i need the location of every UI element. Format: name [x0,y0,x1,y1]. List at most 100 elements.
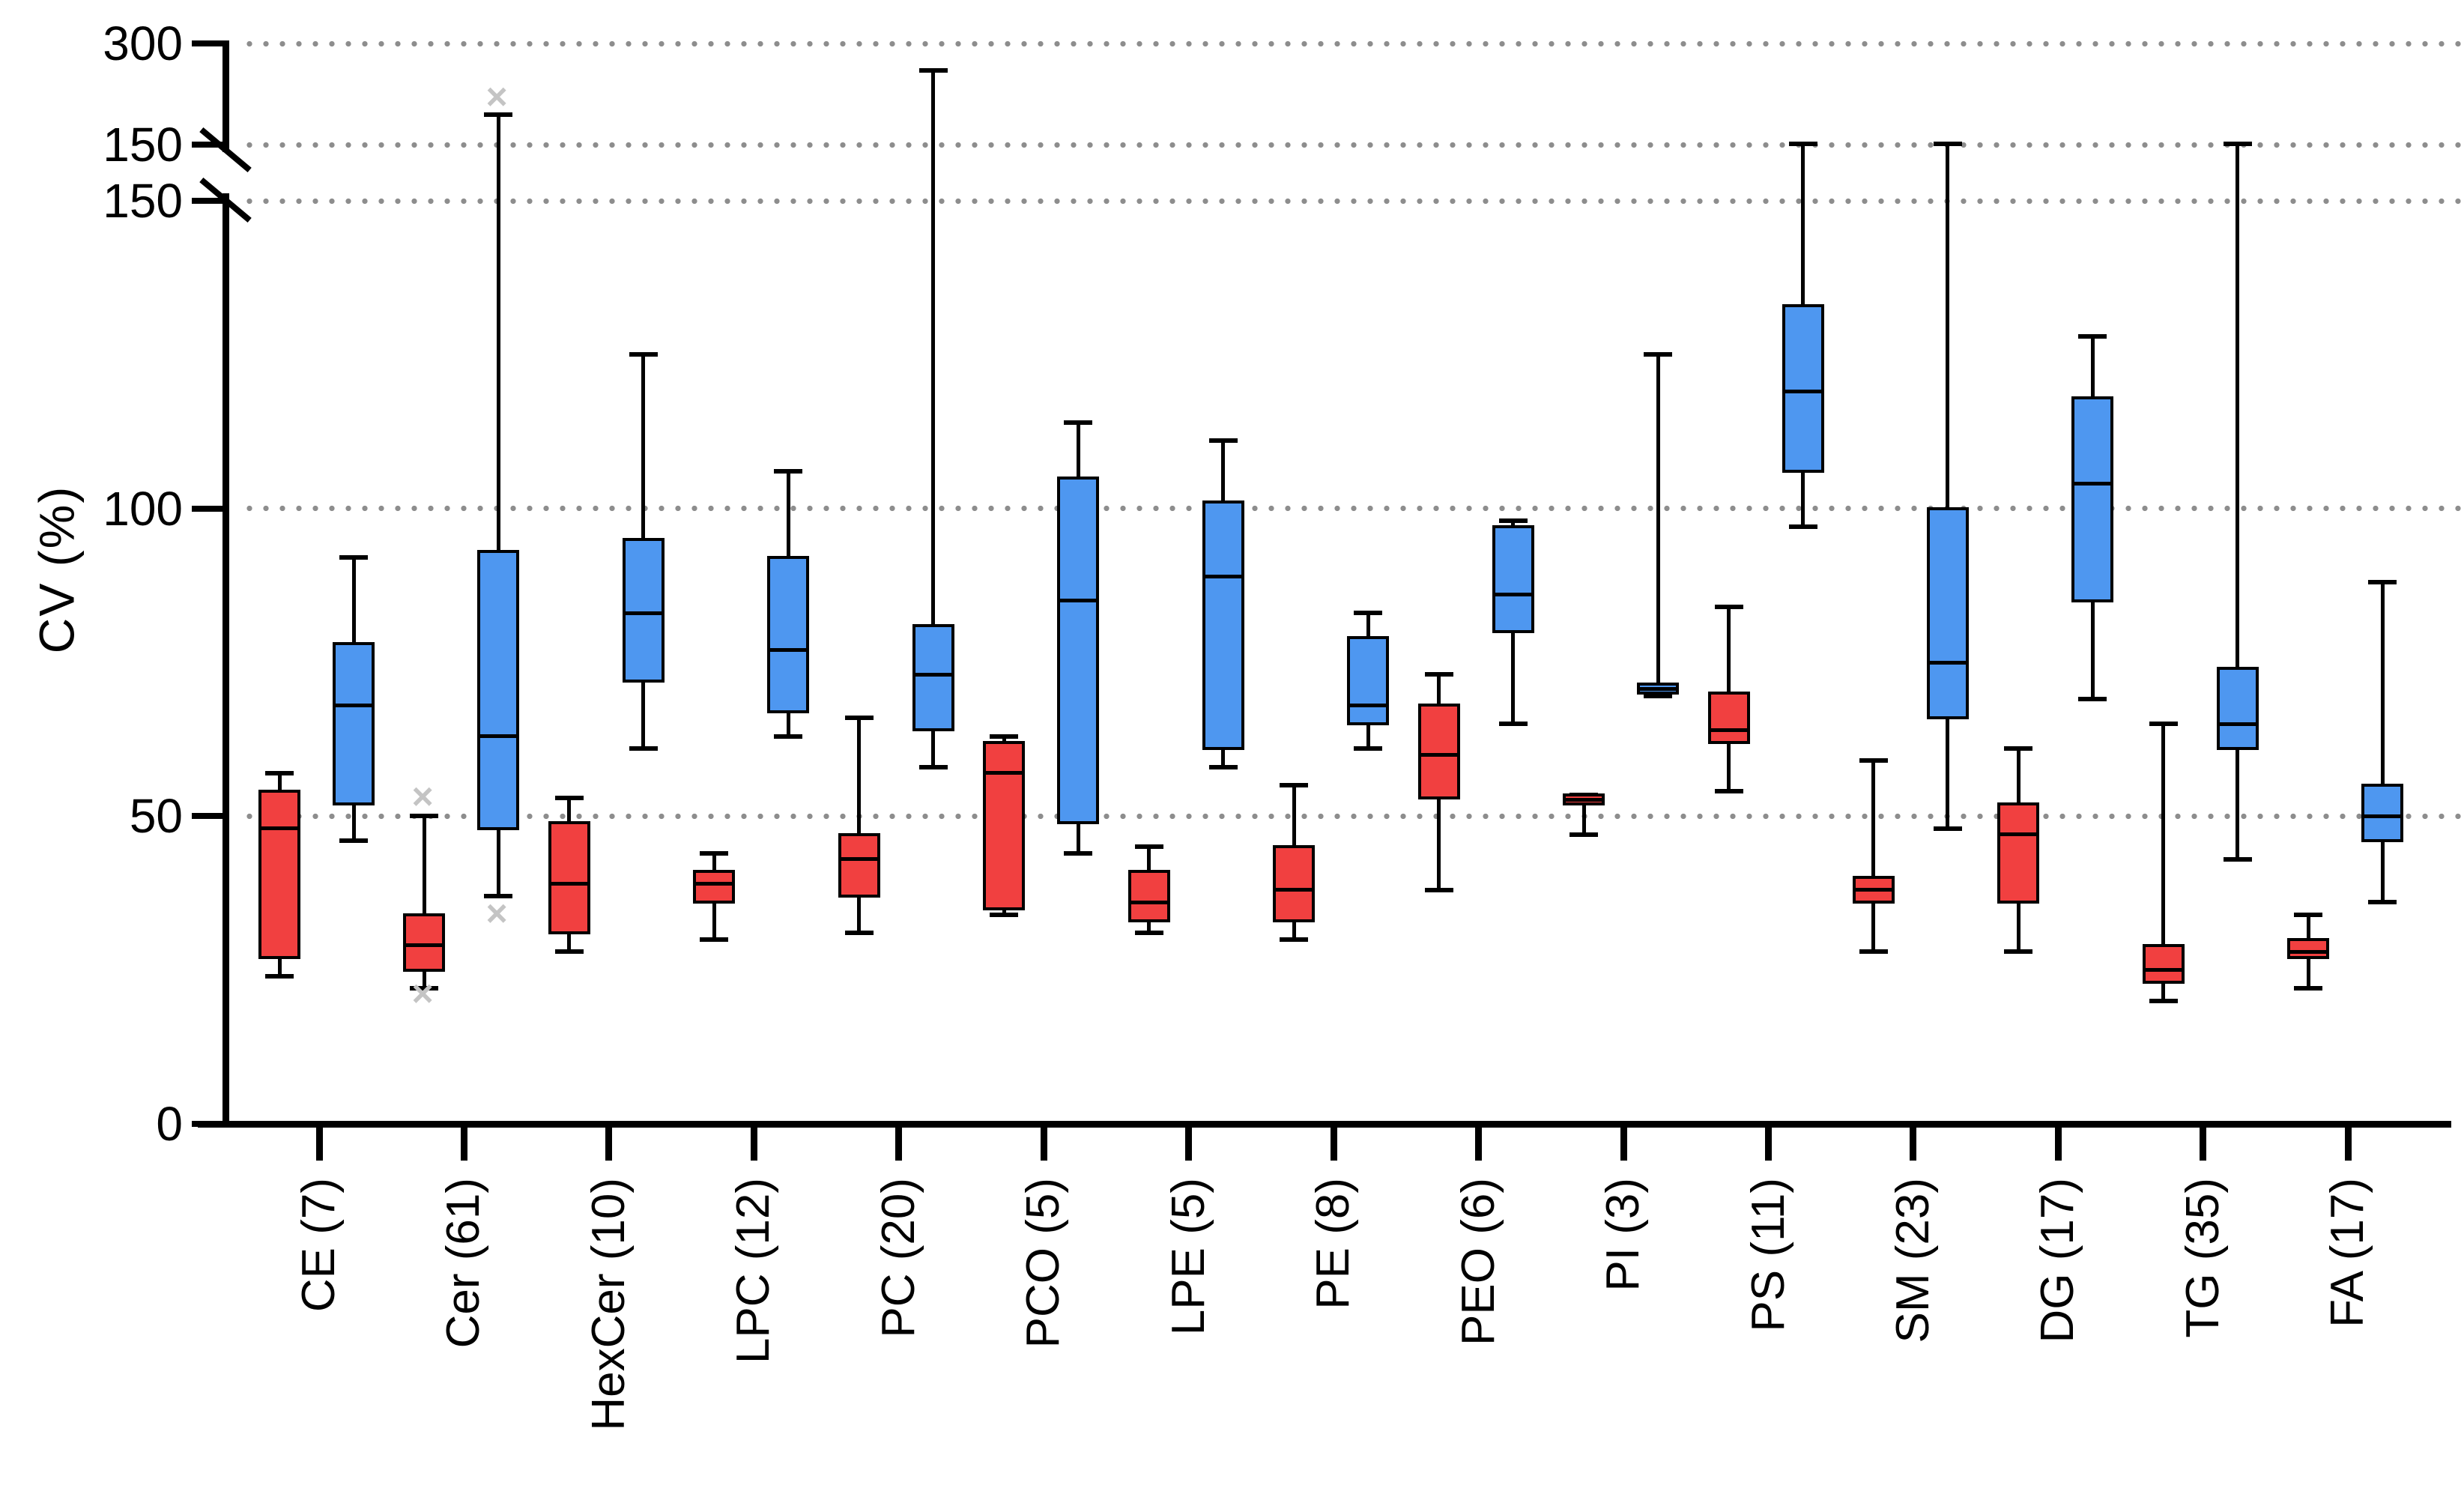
y-axis-title-wrap: CV (%) [0,322,112,817]
y-tick-label: 0 [156,1097,183,1151]
whisker-cap-high-red [2004,746,2033,751]
whisker-line-red [2161,724,2166,1001]
median-line-blue [1202,574,1244,578]
whisker-cap-low-blue [629,746,658,751]
median-line-blue [1637,686,1680,691]
whisker-cap-low-blue [1498,722,1528,727]
whisker-line-red [857,717,862,934]
whisker-cap-high-red [410,814,439,819]
box-blue-PE (8) [1347,636,1390,726]
y-tick-label: 50 [129,789,183,844]
whisker-cap-low-blue [1208,764,1238,769]
box-blue-SM (23) [1926,506,1969,719]
box-red-PE (8) [1273,845,1316,922]
median-line-red [1127,900,1170,904]
whisker-cap-high-red [265,770,294,775]
median-line-blue [333,703,375,707]
median-line-red [2142,968,2185,973]
x-category-label: TG (35) [2176,1178,2229,1338]
x-category-label: Cer (61) [438,1178,490,1349]
median-line-red [548,882,590,886]
x-category-label: SM (23) [1886,1178,1939,1343]
x-tick-mark [895,1127,903,1161]
whisker-line-blue [931,70,936,767]
box-blue-Cer (61) [477,550,520,830]
median-line-red [1707,728,1750,732]
box-blue-TG (35) [2216,667,2259,750]
whisker-cap-high-blue [2223,141,2252,146]
whisker-cap-low-red [844,931,874,936]
box-red-CE (7) [258,790,300,960]
x-tick-mark [460,1127,467,1161]
x-tick-mark [1910,1127,1917,1161]
x-tick-mark [750,1127,757,1161]
whisker-line-blue [496,114,500,897]
whisker-cap-high-red [554,795,584,800]
whisker-cap-high-blue [1644,352,1673,357]
whisker-cap-low-red [2004,949,2033,955]
box-red-TG (35) [2142,943,2185,985]
whisker-cap-low-blue [1933,826,1962,831]
outlier-x-marker: × [411,775,434,817]
box-red-LPC (12) [693,870,736,904]
median-line-blue [2216,722,2259,726]
whisker-cap-high-blue [1064,420,1093,425]
x-category-label: PEO (6) [1452,1178,1504,1346]
whisker-cap-low-red [265,973,294,979]
whisker-line-blue [1946,143,1950,829]
outlier-x-marker: × [485,892,508,934]
whisker-cap-high-blue [484,112,513,117]
median-line-blue [912,672,954,677]
whisker-cap-high-blue [1498,518,1528,524]
x-category-label: PS (11) [1742,1178,1794,1332]
whisker-cap-high-blue [2078,333,2107,339]
whisker-cap-high-red [844,715,874,720]
y-axis-lower-segment [222,193,229,1127]
x-tick-mark [1185,1127,1193,1161]
whisker-cap-low-red [2294,986,2323,991]
whisker-cap-low-blue [484,894,513,899]
x-tick-mark [315,1127,323,1161]
y-gridline [241,197,2464,205]
whisker-line-blue [1656,354,1660,697]
outlier-x-marker: × [411,972,434,1014]
x-category-label: HexCer (10) [582,1178,635,1431]
median-line-blue [1926,660,1969,665]
whisker-cap-low-red [1424,887,1453,892]
box-red-FA (17) [2287,937,2330,960]
whisker-cap-low-blue [2223,856,2252,862]
box-red-PC (20) [838,832,880,898]
x-category-label: DG (17) [2032,1178,2084,1343]
y-tick-mark [192,40,225,46]
whisker-cap-high-blue [629,352,658,357]
median-line-red [1852,888,1895,892]
box-red-PCO (5) [983,740,1026,910]
whisker-cap-high-red [1714,605,1743,610]
whisker-cap-high-red [700,850,729,856]
box-blue-PC (20) [912,623,954,732]
x-category-label: PC (20) [872,1178,924,1338]
median-line-red [1563,797,1605,802]
x-category-label: PCO (5) [1017,1178,1070,1349]
median-line-blue [477,734,520,739]
whisker-cap-low-blue [2368,900,2397,905]
x-tick-mark [1040,1127,1047,1161]
y-tick-mark [192,142,225,148]
median-line-red [693,882,736,886]
median-line-blue [767,648,810,653]
whisker-cap-low-red [410,986,439,991]
median-line-red [838,857,880,862]
whisker-cap-low-red [1714,789,1743,794]
median-line-blue [1782,390,1824,394]
box-blue-HexCer (10) [622,537,665,683]
whisker-cap-high-red [1134,844,1163,850]
whisker-cap-high-blue [2368,580,2397,585]
x-category-label: LPE (5) [1162,1178,1214,1336]
median-line-red [1997,832,2040,837]
whisker-cap-low-red [1569,832,1599,837]
box-blue-LPE (5) [1202,500,1244,750]
whisker-cap-high-red [1280,783,1309,788]
whisker-cap-low-red [1859,949,1888,955]
